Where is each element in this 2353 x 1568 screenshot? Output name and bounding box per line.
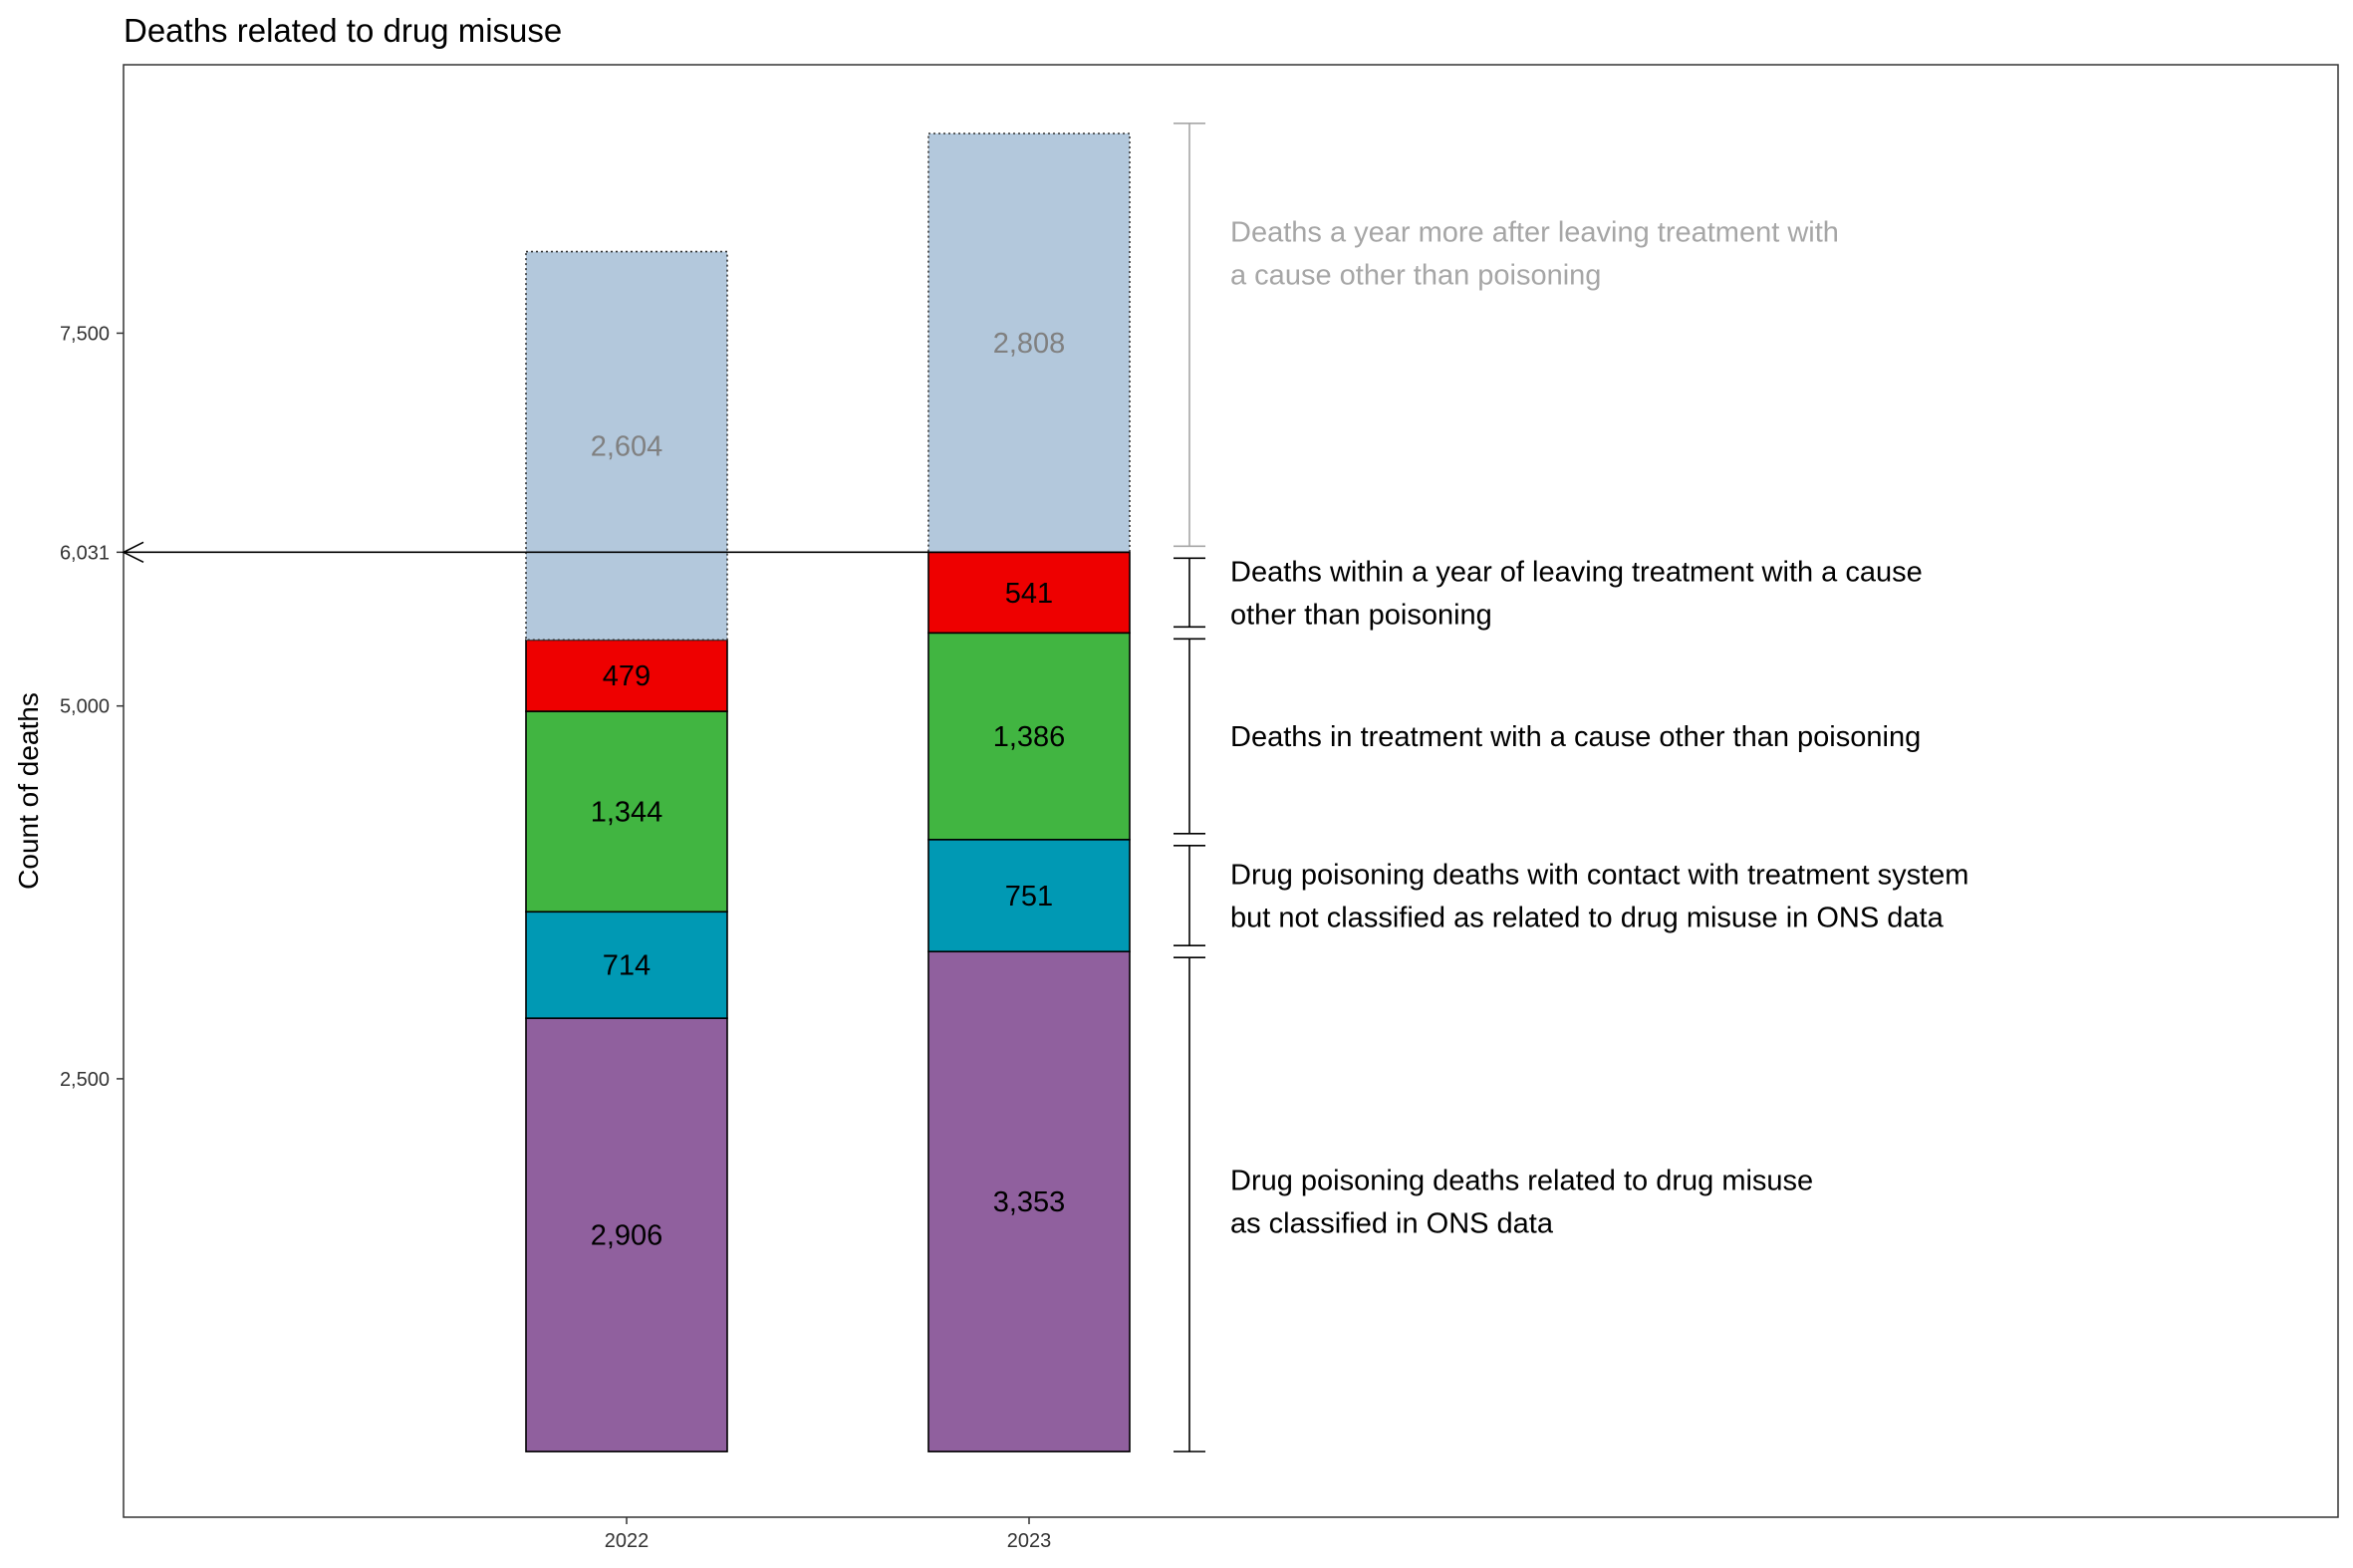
data-label: 541 <box>1005 578 1053 610</box>
chart-title: Deaths related to drug misuse <box>124 12 562 49</box>
data-label: 751 <box>1005 881 1053 913</box>
annotation-text: Deaths a year more after leaving treatme… <box>1230 217 1839 249</box>
bar-segment <box>927 551 1131 635</box>
y-tick-label: 6,031 <box>60 542 110 564</box>
annotation-text: a cause other than poisoning <box>1230 260 1601 292</box>
y-tick-label: 5,000 <box>60 696 110 718</box>
bar-segment <box>525 710 728 914</box>
bar-segment <box>525 639 728 712</box>
data-label: 3,353 <box>993 1186 1066 1218</box>
data-label: 2,604 <box>591 430 663 462</box>
annotation-text: Deaths within a year of leaving treatmen… <box>1230 556 1923 588</box>
data-label: 714 <box>603 950 651 982</box>
bar-segment <box>525 250 728 642</box>
annotation-text: Deaths in treatment with a cause other t… <box>1230 721 1921 753</box>
y-axis-label: Count of deaths <box>13 692 44 890</box>
bar-segment <box>525 911 728 1019</box>
x-tick-label: 2023 <box>1007 1530 1052 1552</box>
bar-segment <box>927 132 1131 554</box>
y-tick-label: 7,500 <box>60 323 110 345</box>
brackets <box>1174 123 1205 1452</box>
data-label: 1,344 <box>591 797 663 829</box>
data-label: 2,906 <box>591 1220 663 1252</box>
annotation-text: but not classified as related to drug mi… <box>1230 903 1945 934</box>
bar-segment <box>927 632 1131 841</box>
bar-segment <box>927 950 1131 1452</box>
annotation-text: Drug poisoning deaths with contact with … <box>1230 860 1968 892</box>
bars: 2,906 714 1,344 479 2,604 3,353 751 1,386 541 2,8… <box>525 132 1131 1452</box>
plot-panel <box>123 64 2339 1518</box>
annotation-text: other than poisoning <box>1230 599 1492 631</box>
arrow-head <box>122 541 144 564</box>
data-label: 2,808 <box>993 328 1066 360</box>
y-tick-label: 2,500 <box>60 1069 110 1091</box>
x-axis: 2022 2023 <box>605 1517 1052 1552</box>
annotation-text: Drug poisoning deaths related to drug mi… <box>1230 1166 1813 1197</box>
annotation-text: as classified in ONS data <box>1230 1208 1554 1240</box>
annotations: Drug poisoning deaths related to drug mi… <box>1230 217 1968 1240</box>
x-tick-label: 2022 <box>605 1530 650 1552</box>
data-label: 479 <box>603 660 651 692</box>
y-axis: 2,500 5,000 6,031 7,500 <box>60 323 124 1091</box>
reference-line <box>122 541 1130 564</box>
data-label: 1,386 <box>993 721 1066 753</box>
